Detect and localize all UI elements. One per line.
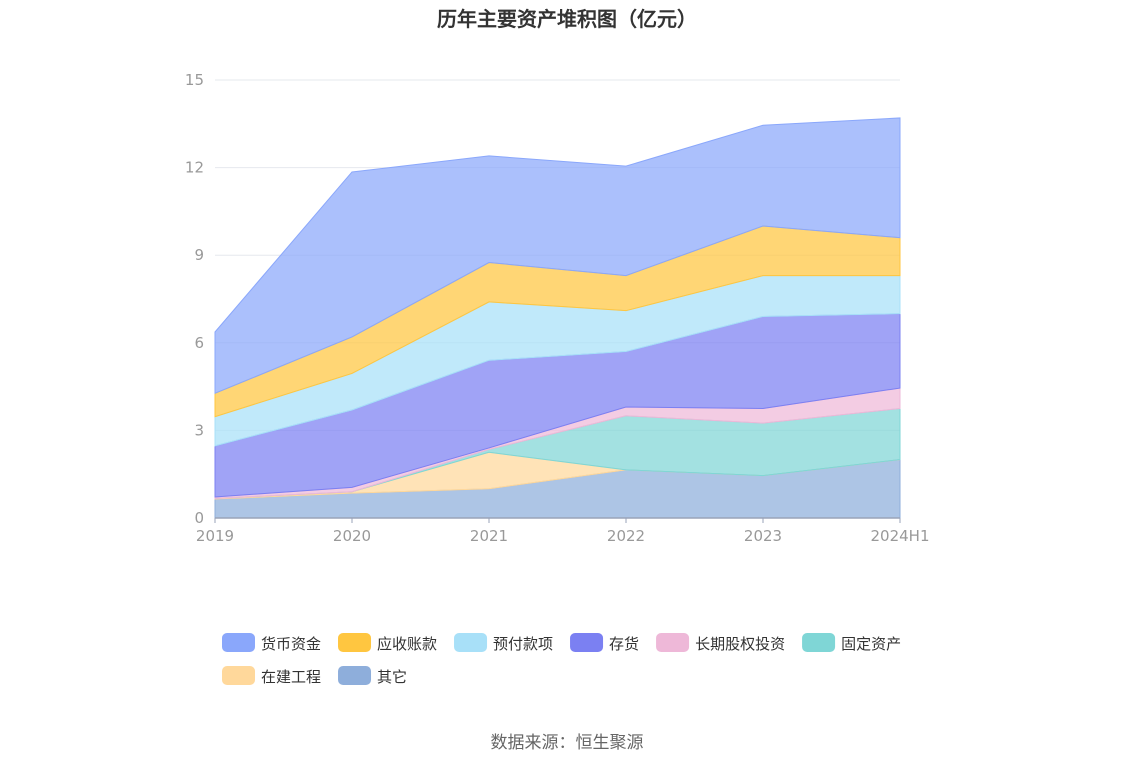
legend-swatch <box>656 633 690 652</box>
legend-item: 存货 <box>570 633 639 653</box>
legend-swatch <box>338 633 372 652</box>
legend-label: 其它 <box>377 668 407 686</box>
x-tick-label: 2021 <box>470 527 508 545</box>
x-tick-label: 2022 <box>607 527 645 545</box>
area-series <box>214 117 901 519</box>
legend-item: 在建工程 <box>222 666 321 686</box>
y-tick-label: 15 <box>185 71 204 89</box>
legend-swatch <box>222 633 255 652</box>
legend-label: 固定资产 <box>841 635 901 653</box>
y-tick-label: 0 <box>194 509 204 527</box>
legend-item: 应收账款 <box>338 633 437 653</box>
y-tick-label: 3 <box>194 421 204 439</box>
x-tick-label: 2024H1 <box>871 527 930 545</box>
legend-swatch <box>570 633 604 652</box>
chart-title: 历年主要资产堆积图（亿元） <box>437 7 697 31</box>
y-tick-label: 12 <box>185 159 204 177</box>
legend-label: 预付款项 <box>493 635 553 653</box>
legend-swatch <box>802 633 836 652</box>
legend-item: 固定资产 <box>802 633 901 653</box>
x-tick-label: 2019 <box>196 527 234 545</box>
legend-label: 长期股权投资 <box>695 635 785 653</box>
legend-label: 存货 <box>609 635 639 653</box>
x-tick-label: 2020 <box>333 527 371 545</box>
legend-swatch <box>338 666 372 685</box>
source-note: 数据来源：恒生聚源 <box>491 733 644 753</box>
legend-label: 应收账款 <box>377 635 437 653</box>
y-tick-label: 6 <box>194 334 204 352</box>
y-tick-label: 9 <box>194 246 204 264</box>
legend-item: 预付款项 <box>454 633 553 653</box>
legend-item: 货币资金 <box>222 633 321 653</box>
legend-label: 货币资金 <box>261 635 321 653</box>
area-7 <box>214 117 901 395</box>
legend-item: 其它 <box>338 666 407 686</box>
legend-swatch <box>222 666 255 685</box>
axes: 0 3 6 9 12 15 2019 2020 2021 2022 2023 2024H1 <box>185 71 930 545</box>
legend-item: 长期股权投资 <box>656 633 785 653</box>
legend-label: 在建工程 <box>261 668 321 686</box>
x-tick-label: 2023 <box>744 527 782 545</box>
legend-swatch <box>454 633 488 652</box>
